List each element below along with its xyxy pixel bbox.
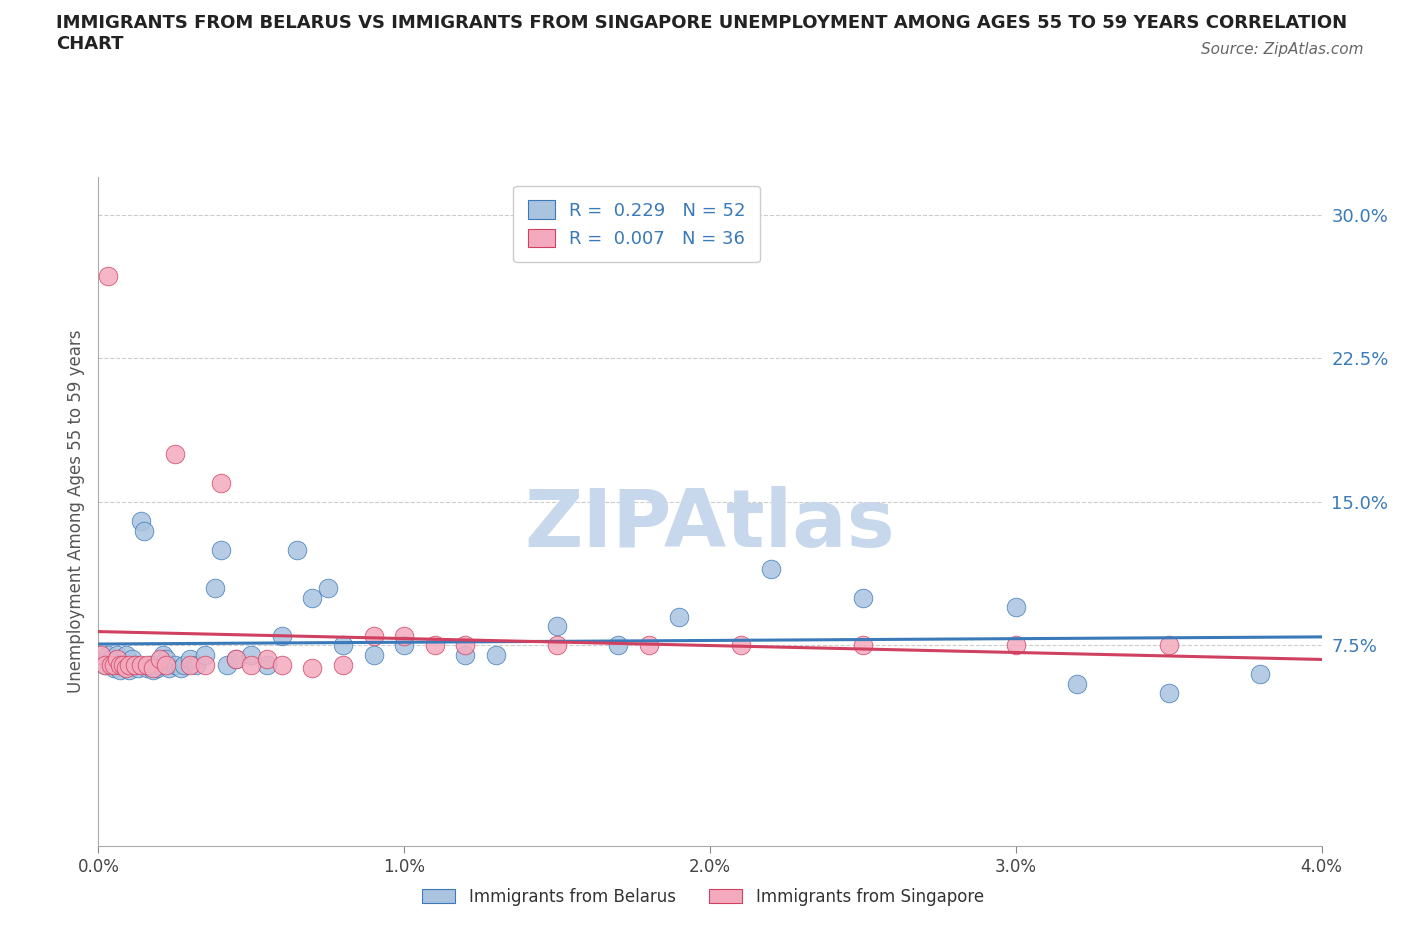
Point [240, 658, 263, 672]
Text: ZIPAtlas: ZIPAtlas [524, 485, 896, 564]
Point [270, 658, 294, 672]
Point [454, 647, 477, 662]
Point [225, 651, 247, 666]
Point [1004, 600, 1026, 615]
Point [256, 658, 278, 672]
Point [1249, 667, 1271, 682]
Point [179, 651, 201, 666]
Point [111, 658, 134, 672]
Point [115, 661, 138, 676]
Point [730, 638, 752, 653]
Point [423, 638, 446, 653]
Point [332, 638, 354, 653]
Point [454, 638, 477, 653]
Point [108, 658, 131, 672]
Point [118, 663, 141, 678]
Point [115, 647, 138, 662]
Point [1157, 638, 1180, 653]
Point [301, 661, 323, 676]
Point [157, 661, 180, 676]
Point [155, 658, 177, 672]
Point [124, 658, 146, 672]
Point [852, 638, 875, 653]
Point [105, 651, 128, 666]
Point [139, 658, 162, 672]
Legend: Immigrants from Belarus, Immigrants from Singapore: Immigrants from Belarus, Immigrants from… [415, 881, 991, 912]
Point [173, 658, 195, 672]
Point [142, 661, 165, 676]
Y-axis label: Unemployment Among Ages 55 to 59 years: Unemployment Among Ages 55 to 59 years [66, 330, 84, 693]
Point [546, 638, 568, 653]
Point [485, 647, 508, 662]
Legend: R =  0.229   N = 52, R =  0.007   N = 36: R = 0.229 N = 52, R = 0.007 N = 36 [513, 186, 761, 262]
Text: Source: ZipAtlas.com: Source: ZipAtlas.com [1201, 42, 1364, 57]
Point [129, 658, 152, 672]
Point [124, 658, 146, 672]
Point [93, 658, 115, 672]
Point [108, 663, 131, 678]
Point [121, 651, 143, 666]
Point [607, 638, 630, 653]
Point [136, 661, 159, 676]
Point [225, 651, 247, 666]
Point [240, 647, 263, 662]
Point [97, 269, 120, 284]
Point [103, 658, 125, 672]
Point [97, 647, 120, 662]
Point [1157, 685, 1180, 700]
Point [163, 446, 186, 461]
Point [170, 661, 193, 676]
Point [111, 658, 134, 672]
Point [100, 658, 122, 672]
Point [1066, 676, 1088, 691]
Point [118, 658, 141, 672]
Point [316, 580, 339, 595]
Point [105, 647, 128, 662]
Point [134, 524, 156, 538]
Point [1004, 638, 1026, 653]
Point [363, 629, 385, 644]
Point [256, 651, 278, 666]
Point [332, 658, 354, 672]
Point [129, 513, 152, 528]
Point [546, 618, 568, 633]
Point [301, 591, 323, 605]
Point [136, 658, 159, 672]
Point [93, 658, 115, 672]
Point [209, 475, 232, 490]
Point [761, 562, 783, 577]
Point [155, 651, 177, 666]
Point [142, 663, 165, 678]
Point [127, 661, 149, 676]
Point [90, 647, 112, 662]
Point [215, 658, 238, 672]
Point [392, 638, 416, 653]
Point [209, 542, 232, 557]
Point [163, 658, 186, 672]
Point [638, 638, 661, 653]
Point [145, 661, 167, 676]
Point [186, 658, 208, 672]
Point [179, 658, 201, 672]
Point [100, 651, 122, 666]
Text: IMMIGRANTS FROM BELARUS VS IMMIGRANTS FROM SINGAPORE UNEMPLOYMENT AMONG AGES 55 : IMMIGRANTS FROM BELARUS VS IMMIGRANTS FR… [56, 14, 1347, 53]
Point [149, 651, 172, 666]
Point [668, 609, 690, 624]
Point [270, 629, 294, 644]
Point [103, 661, 125, 676]
Point [285, 542, 308, 557]
Point [852, 591, 875, 605]
Point [392, 629, 416, 644]
Point [363, 647, 385, 662]
Point [194, 647, 217, 662]
Point [149, 658, 172, 672]
Point [204, 580, 226, 595]
Point [194, 658, 217, 672]
Point [152, 647, 174, 662]
